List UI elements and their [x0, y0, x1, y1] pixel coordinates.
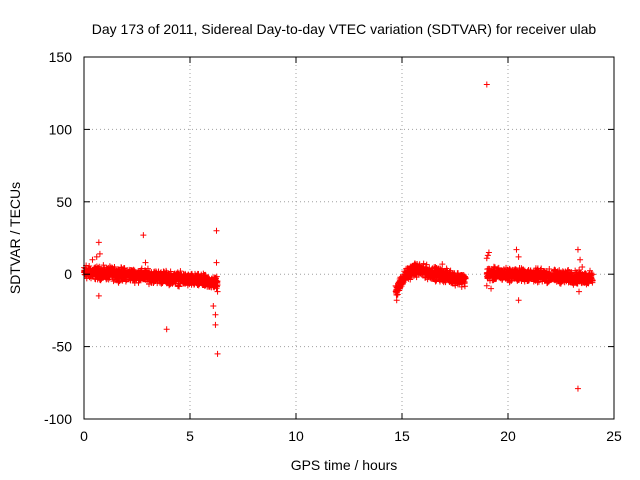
- x-tick-label: 5: [186, 428, 194, 444]
- x-tick-label: 0: [80, 428, 88, 444]
- x-tick-label: 10: [288, 428, 304, 444]
- data-point: [100, 262, 107, 269]
- data-point: [110, 278, 117, 285]
- data-point: [214, 288, 221, 295]
- data-point: [89, 256, 96, 263]
- data-point: [579, 263, 586, 270]
- data-point: [515, 253, 522, 260]
- data-point: [483, 255, 490, 262]
- y-tick-label: 50: [56, 194, 72, 210]
- data-point: [416, 261, 423, 268]
- data-point: [176, 283, 183, 290]
- data-point: [577, 256, 584, 263]
- data-point: [210, 303, 217, 310]
- data-point: [483, 282, 490, 289]
- y-axis-label: SDTVAR / TECUs: [7, 182, 23, 294]
- data-point: [393, 297, 400, 304]
- data-point: [492, 264, 499, 271]
- data-point: [589, 277, 596, 284]
- data-point: [163, 326, 170, 333]
- data-point: [214, 282, 221, 289]
- data-point: [213, 227, 220, 234]
- data-point: [420, 260, 427, 267]
- data-point: [212, 311, 219, 318]
- data-point: [396, 285, 403, 292]
- data-point: [447, 267, 454, 274]
- data-points: [81, 81, 596, 392]
- data-point: [423, 261, 430, 268]
- data-point: [394, 291, 401, 298]
- data-point: [587, 267, 594, 274]
- data-point: [93, 253, 100, 260]
- data-point: [515, 297, 522, 304]
- data-point: [458, 283, 465, 290]
- data-point: [589, 271, 596, 278]
- y-tick-label: 150: [49, 49, 73, 65]
- x-axis-label: GPS time / hours: [291, 457, 398, 473]
- data-point: [142, 259, 149, 266]
- x-tick-label: 20: [500, 428, 516, 444]
- data-point: [95, 239, 102, 246]
- data-point: [567, 269, 574, 276]
- y-tick-label: 0: [64, 266, 72, 282]
- y-tick-label: -50: [52, 339, 72, 355]
- data-point: [513, 246, 520, 253]
- data-point: [588, 270, 595, 277]
- data-point: [534, 279, 541, 286]
- data-point: [439, 261, 446, 268]
- data-point: [138, 265, 145, 272]
- data-point: [213, 259, 220, 266]
- data-point: [452, 282, 459, 289]
- data-point: [461, 283, 468, 290]
- data-point: [213, 273, 220, 280]
- data-point: [214, 350, 221, 357]
- data-point: [212, 321, 219, 328]
- data-point: [96, 250, 103, 257]
- x-tick-label: 15: [394, 428, 410, 444]
- data-point: [574, 246, 581, 253]
- ticks: 0 5 10 15 20 25 -100 -50 0 50 100 150: [44, 49, 622, 444]
- data-point: [574, 385, 581, 392]
- x-tick-label: 25: [606, 428, 622, 444]
- data-point: [484, 252, 491, 259]
- data-point: [95, 292, 102, 299]
- chart-title: Day 173 of 2011, Sidereal Day-to-day VTE…: [92, 21, 597, 37]
- data-point: [488, 285, 495, 292]
- data-point: [140, 232, 147, 239]
- y-tick-label: 100: [49, 121, 73, 137]
- data-point: [576, 288, 583, 295]
- data-point: [462, 274, 469, 281]
- data-point: [483, 81, 490, 88]
- data-point: [407, 276, 414, 283]
- grid: [84, 57, 614, 419]
- data-point: [485, 249, 492, 256]
- plot-frame: [83, 56, 615, 420]
- y-tick-label: -100: [44, 411, 72, 427]
